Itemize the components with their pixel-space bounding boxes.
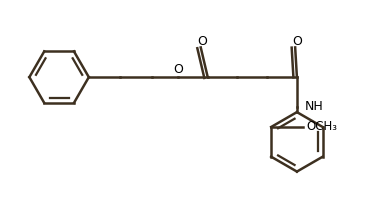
Text: O: O: [292, 35, 302, 48]
Text: O: O: [173, 63, 183, 76]
Text: O: O: [197, 35, 207, 48]
Text: OCH₃: OCH₃: [307, 120, 338, 134]
Text: NH: NH: [305, 100, 324, 113]
